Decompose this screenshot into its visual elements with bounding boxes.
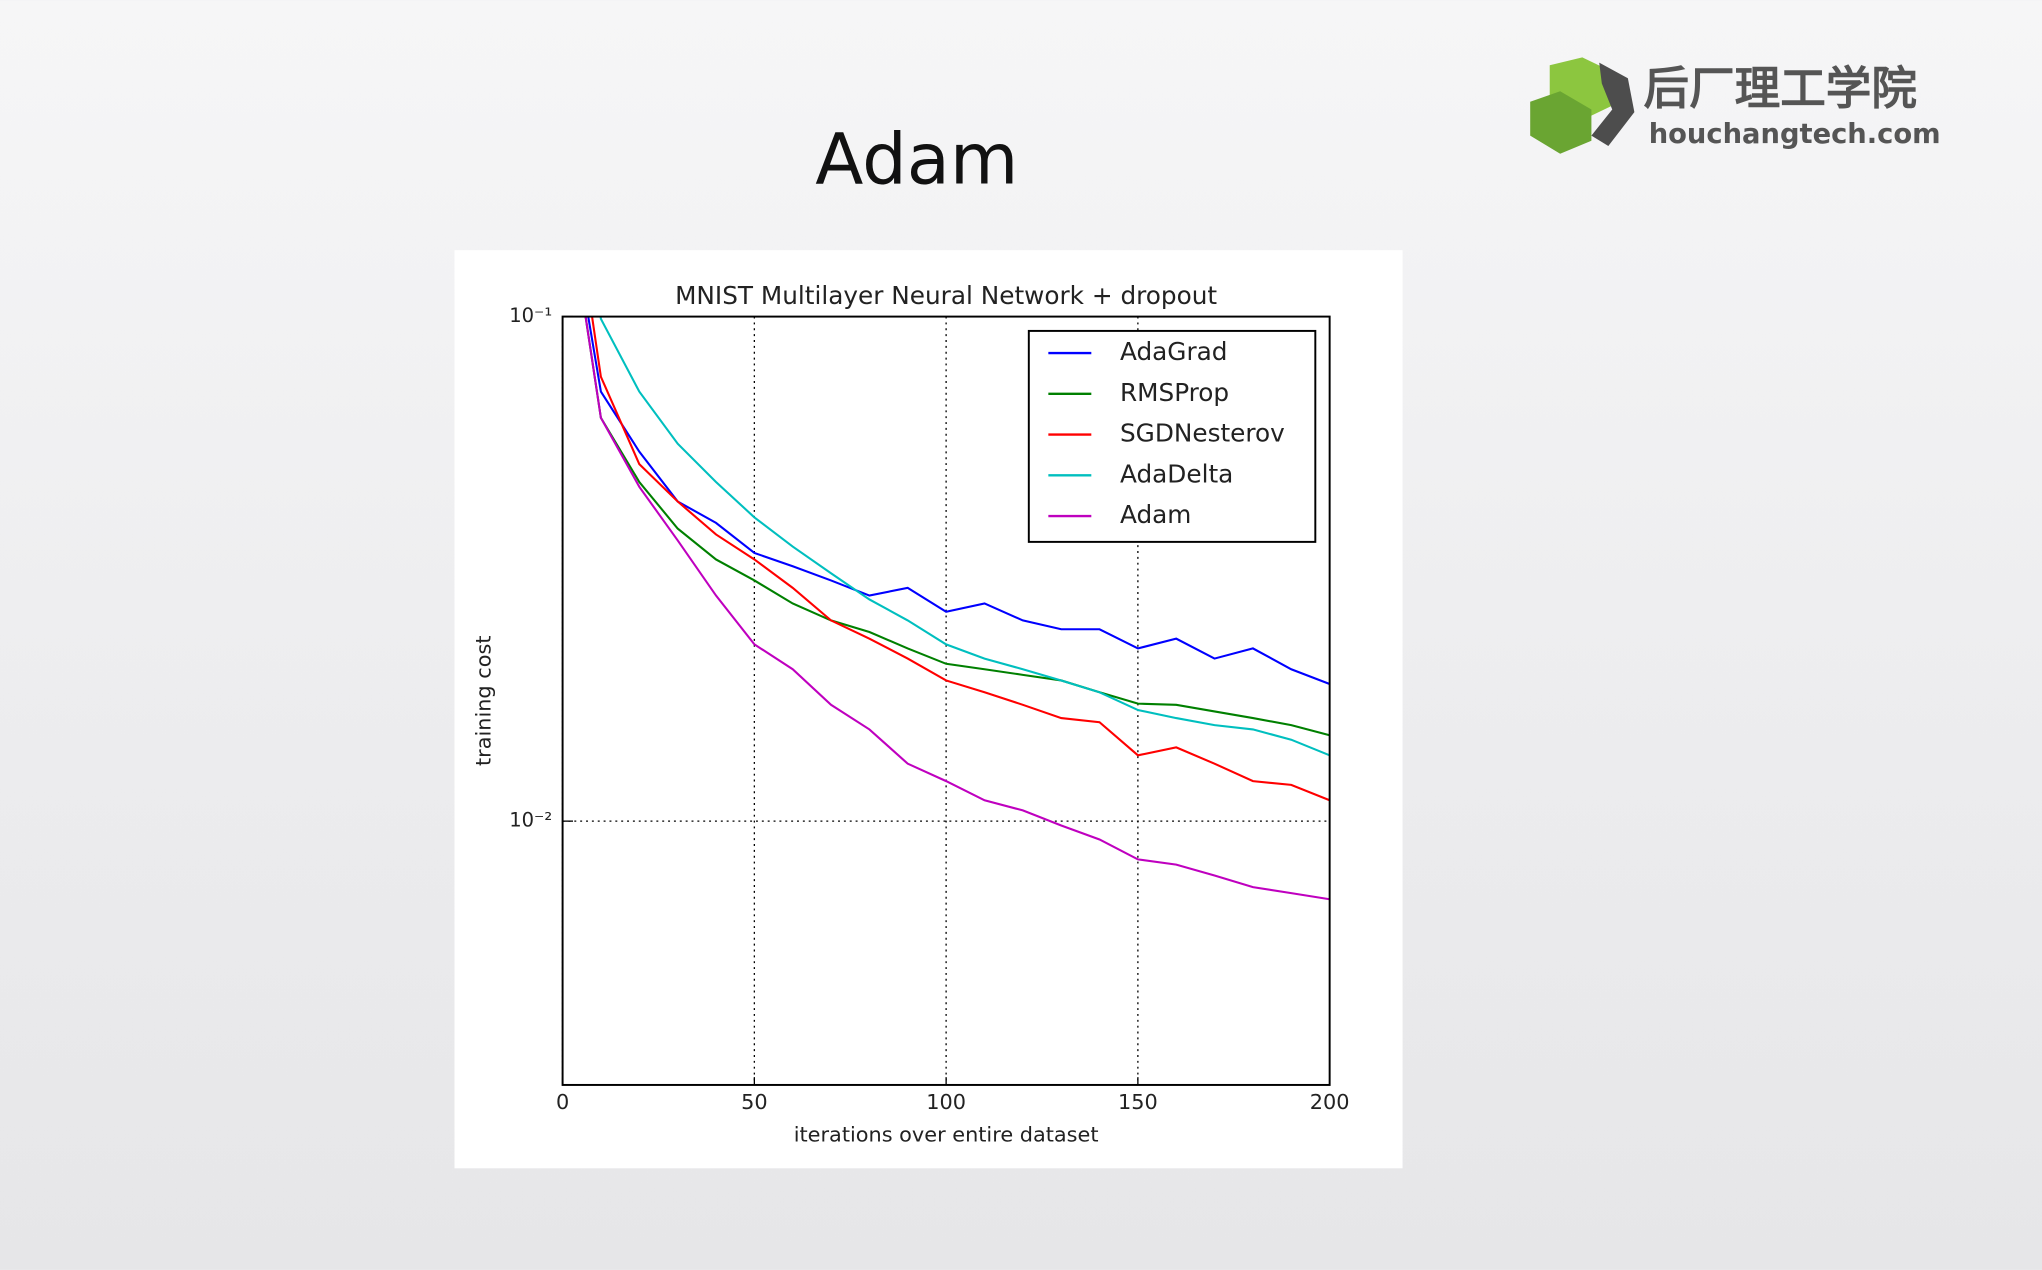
logo-name: 后厂理工学院: [1643, 62, 1916, 115]
series-line: [590, 316, 1330, 802]
logo-url: houchangtech.com: [1649, 119, 1941, 150]
x-tick-label: 0: [556, 1090, 569, 1114]
chart: MNIST Multilayer Neural Network + dropou…: [471, 281, 1350, 1147]
x-tick-label: 50: [741, 1090, 768, 1114]
x-tick-label: 200: [1310, 1090, 1350, 1114]
legend-label: AdaGrad: [1120, 337, 1228, 366]
logo-mark: [1530, 57, 1635, 154]
legend-label: Adam: [1120, 500, 1191, 529]
legend-label: AdaDelta: [1120, 459, 1233, 488]
y-tick-label: 10⁻¹: [509, 304, 552, 327]
legend-label: RMSProp: [1120, 378, 1229, 407]
x-tick-label: 150: [1118, 1090, 1158, 1114]
legend-label: SGDNesterov: [1120, 419, 1285, 448]
plot-area: [584, 316, 1330, 901]
series-line: [587, 316, 1330, 685]
series-line: [584, 316, 1330, 901]
chart-title: MNIST Multilayer Neural Network + dropou…: [675, 281, 1217, 310]
y-axis-label: training cost: [471, 636, 495, 767]
legend-box: [1027, 329, 1317, 543]
y-tick-label: 10⁻²: [509, 809, 552, 832]
x-tick-label: 100: [926, 1090, 966, 1114]
slide-title: Adam: [815, 119, 1018, 201]
series-line: [599, 316, 1330, 757]
series-line: [584, 316, 1330, 737]
x-axis-label: iterations over entire dataset: [794, 1123, 1099, 1147]
plot-frame: [561, 315, 1331, 1086]
